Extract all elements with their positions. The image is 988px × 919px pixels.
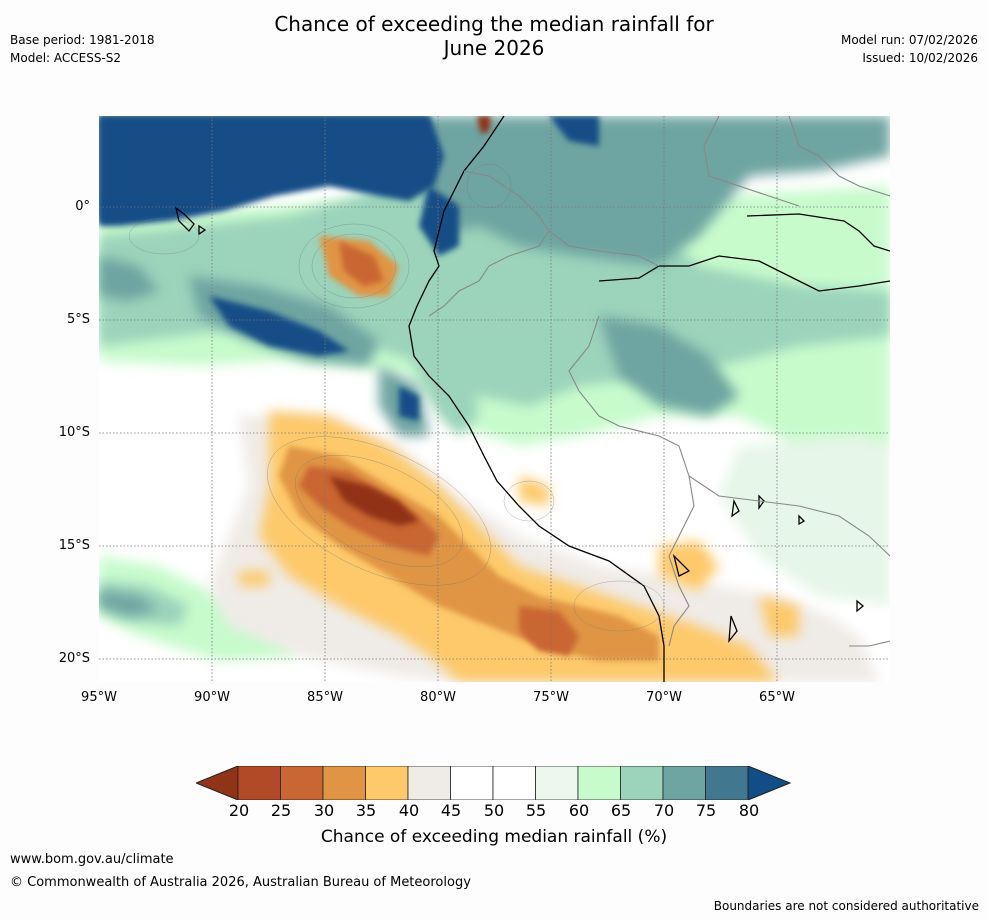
colorbar-segment bbox=[535, 766, 579, 800]
footer-copyright: © Commonwealth of Australia 2026, Austra… bbox=[10, 875, 471, 890]
colorbar-tick-25: 25 bbox=[270, 801, 292, 820]
model-name: Model: ACCESS-S2 bbox=[10, 51, 122, 65]
colorbar-tick-20: 20 bbox=[228, 801, 250, 820]
colorbar-tick-60: 60 bbox=[568, 801, 590, 820]
lat-label-0: 0° bbox=[75, 199, 90, 214]
rainfall-map bbox=[99, 116, 890, 682]
colorbar-extend-high bbox=[747, 766, 792, 800]
colorbar-segment bbox=[620, 766, 664, 800]
lat-label-15s: 15°S bbox=[58, 538, 90, 553]
colorbar-segment bbox=[492, 766, 536, 800]
model-run-date: Model run: 07/02/2026 bbox=[840, 33, 978, 47]
lon-label-70w: 70°W bbox=[646, 690, 682, 705]
colorbar-segment bbox=[365, 766, 409, 800]
colorbar-tick-50: 50 bbox=[483, 801, 505, 820]
prob-field-35-40 bbox=[239, 411, 799, 682]
lon-label-85w: 85°W bbox=[307, 690, 343, 705]
base-period: Base period: 1981-2018 bbox=[10, 33, 155, 47]
footer-disclaimer: Boundaries are not considered authoritat… bbox=[713, 899, 979, 913]
colorbar-tick-40: 40 bbox=[398, 801, 420, 820]
colorbar-segment bbox=[577, 766, 621, 800]
colorbar-tick-75: 75 bbox=[695, 801, 717, 820]
lat-label-5s: 5°S bbox=[66, 312, 90, 327]
colorbar-tick-70: 70 bbox=[653, 801, 675, 820]
map-gridlines bbox=[99, 116, 890, 682]
lon-label-95w: 95°W bbox=[81, 690, 117, 705]
lat-label-20s: 20°S bbox=[58, 651, 90, 666]
lon-label-90w: 90°W bbox=[194, 690, 230, 705]
lon-label-65w: 65°W bbox=[759, 690, 795, 705]
colorbar-tick-80: 80 bbox=[738, 801, 760, 820]
colorbar-tick-45: 45 bbox=[440, 801, 462, 820]
colorbar-segment bbox=[322, 766, 366, 800]
colorbar-segment bbox=[705, 766, 749, 800]
colorbar-tick-35: 35 bbox=[355, 801, 377, 820]
colorbar-tick-55: 55 bbox=[525, 801, 547, 820]
title-line-1: Chance of exceeding the median rainfall … bbox=[274, 12, 714, 36]
colorbar-label: Chance of exceeding median rainfall (%) bbox=[320, 827, 668, 847]
colorbar-segment bbox=[450, 766, 494, 800]
prob-field-below-25 bbox=[329, 116, 491, 526]
country-borders bbox=[428, 116, 890, 647]
footer-url[interactable]: www.bom.gov.au/climate bbox=[10, 852, 174, 867]
colorbar-segment bbox=[662, 766, 706, 800]
title-line-2: June 2026 bbox=[443, 36, 545, 60]
colorbar-tick-65: 65 bbox=[610, 801, 632, 820]
colorbar-segment bbox=[280, 766, 324, 800]
colorbar-tick-30: 30 bbox=[313, 801, 335, 820]
colorbar bbox=[196, 766, 792, 800]
base-info: Base period: 1981-2018 Model: ACCESS-S2 bbox=[10, 31, 155, 67]
colorbar-segment bbox=[407, 766, 451, 800]
lon-label-75w: 75°W bbox=[533, 690, 569, 705]
chart-title: Chance of exceeding the median rainfall … bbox=[0, 12, 988, 60]
issue-info: Model run: 07/02/2026 Issued: 10/02/2026 bbox=[841, 31, 978, 67]
colorbar-segment bbox=[237, 766, 281, 800]
coastline bbox=[174, 116, 890, 682]
lon-label-80w: 80°W bbox=[420, 690, 456, 705]
colorbar-extend-low bbox=[196, 766, 239, 800]
issued-date: Issued: 10/02/2026 bbox=[862, 51, 978, 65]
lat-label-10s: 10°S bbox=[58, 425, 90, 440]
prob-field-above-80 bbox=[99, 116, 444, 226]
contour-lines bbox=[128, 163, 665, 632]
